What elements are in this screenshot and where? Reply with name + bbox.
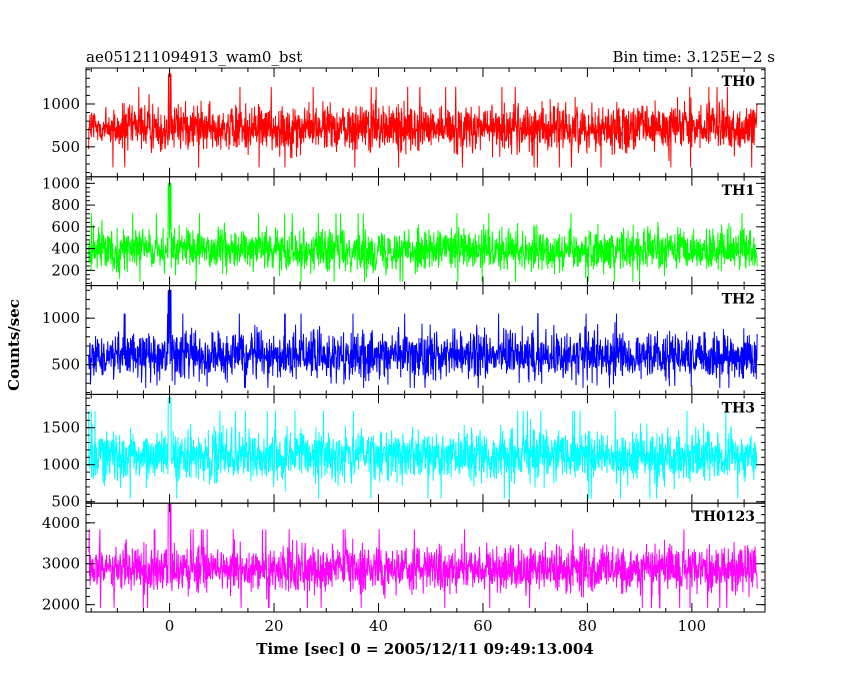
y-tick-label: 500 xyxy=(51,493,80,511)
x-axis-title: Time [sec] 0 = 2005/12/11 09:49:13.004 xyxy=(256,640,593,658)
y-tick-label: 2000 xyxy=(42,596,80,614)
y-tick-label: 400 xyxy=(51,240,80,258)
y-tick-label: 1000 xyxy=(42,456,80,474)
y-tick-label: 800 xyxy=(51,196,80,214)
y-tick-label: 1000 xyxy=(42,309,80,327)
y-tick-label: 1000 xyxy=(42,174,80,192)
x-tick-label: 0 xyxy=(165,617,175,635)
y-tick-label: 4000 xyxy=(42,514,80,532)
panel-label-th0: TH0 xyxy=(722,74,756,90)
y-tick-label: 1000 xyxy=(42,95,80,113)
x-tick-label: 60 xyxy=(473,617,492,635)
chart-subtitle: Bin time: 3.125E−2 s xyxy=(613,48,775,66)
y-tick-label: 1500 xyxy=(42,419,80,437)
y-tick-label: 3000 xyxy=(42,555,80,573)
panel-label-th3: TH3 xyxy=(722,400,755,416)
y-tick-label: 600 xyxy=(51,218,80,236)
series-line-th3 xyxy=(88,397,758,499)
panel-frame xyxy=(85,502,766,613)
series-line-th2 xyxy=(88,289,758,388)
panel-label-th2: TH2 xyxy=(722,292,755,308)
series-line-th1 xyxy=(88,182,758,282)
chart-title: ae051211094913_wam0_bst xyxy=(86,48,302,66)
series-line-th0 xyxy=(88,73,758,168)
y-axis-title: Counts/sec xyxy=(5,299,23,391)
series-line-th0123 xyxy=(88,503,758,609)
panel-label-th1: TH1 xyxy=(722,183,755,199)
y-tick-label: 200 xyxy=(51,261,80,279)
y-tick-label: 500 xyxy=(51,356,80,374)
x-tick-label: 40 xyxy=(369,617,388,635)
x-tick-label: 20 xyxy=(264,617,283,635)
y-tick-label: 500 xyxy=(51,138,80,156)
x-tick-label: 100 xyxy=(678,617,707,635)
x-tick-label: 80 xyxy=(578,617,597,635)
panel-label-th0123: TH0123 xyxy=(692,509,755,525)
